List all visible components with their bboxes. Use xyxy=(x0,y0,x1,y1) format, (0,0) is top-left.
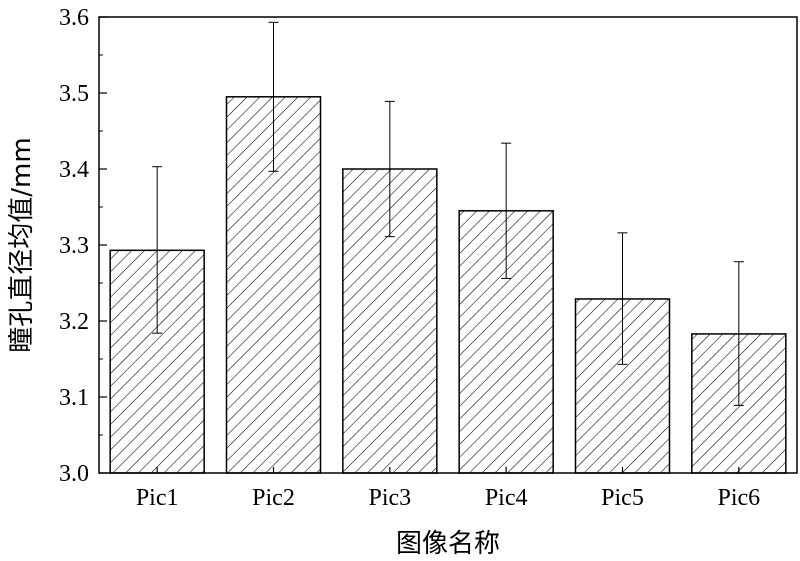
labels-layer: Pic1 Pic2 Pic3 Pic4 Pic5 Pic6 3.0 3.1 3.2 3.3 3.4 3… xyxy=(7,5,760,559)
x-tick-label-pic1: Pic1 xyxy=(136,485,179,511)
y-tick-label: 3.4 xyxy=(59,157,89,183)
y-axis-title: 瞳孔直径均值/mm xyxy=(7,137,37,352)
y-tick-label: 3.3 xyxy=(59,233,89,259)
x-tick-label-pic5: Pic5 xyxy=(601,485,644,511)
y-tick-label: 3.6 xyxy=(59,5,89,31)
error-bar-pic2 xyxy=(268,21,279,172)
x-tick-label-pic6: Pic6 xyxy=(717,485,760,511)
error-bar-pic6 xyxy=(733,261,744,406)
error-bar-pic3 xyxy=(384,100,395,238)
bars-layer xyxy=(109,96,787,474)
y-tick-label: 3.0 xyxy=(59,461,89,487)
y-tick-label: 3.1 xyxy=(59,385,89,411)
y-tick-label: 3.5 xyxy=(59,81,89,107)
error-bar-pic4 xyxy=(501,142,512,279)
x-tick-label-pic4: Pic4 xyxy=(485,485,528,511)
x-tick-label-pic3: Pic3 xyxy=(368,485,411,511)
x-tick-label-pic2: Pic2 xyxy=(252,485,295,511)
error-bar-pic5 xyxy=(617,232,628,365)
error-bars-layer xyxy=(152,21,744,406)
error-bar-pic1 xyxy=(152,166,163,334)
x-axis-title: 图像名称 xyxy=(396,529,500,559)
axes-layer xyxy=(98,16,798,474)
y-tick-label: 3.2 xyxy=(59,309,89,335)
